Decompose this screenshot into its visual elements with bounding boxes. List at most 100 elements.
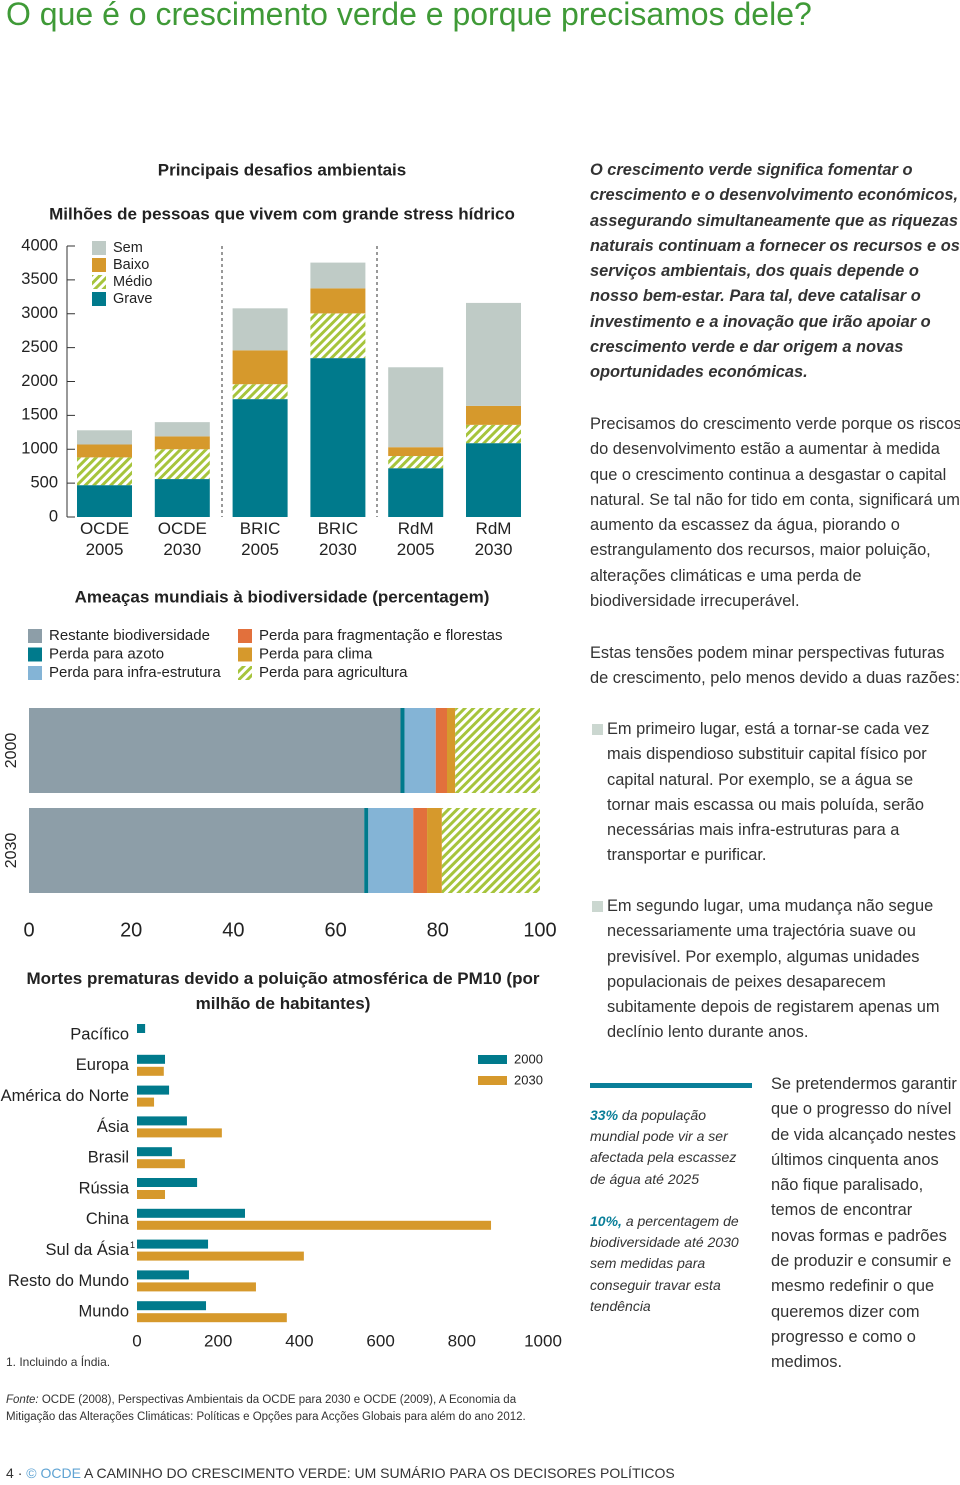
callout: 10%, a percentagem de biodiversidade até… [590, 1211, 755, 1317]
legend-label: 2030 [514, 1072, 543, 1087]
x-tick-label: 0 [23, 919, 34, 941]
bar-segment [232, 399, 288, 517]
legend-label: 2000 [514, 1051, 543, 1066]
bar-segment [388, 468, 444, 517]
bar [137, 1097, 155, 1107]
legend-swatch [28, 666, 42, 680]
bar [137, 1066, 164, 1076]
bar-segment [404, 708, 436, 793]
callout-figure: 33% [590, 1107, 619, 1123]
y-tick-label: Rússia [79, 1179, 130, 1197]
bar-segment [388, 456, 444, 469]
bar-segment [466, 405, 521, 425]
separator: · [17, 1465, 23, 1481]
bar-segment [154, 422, 210, 437]
bar-segment [77, 444, 132, 458]
footnote: 1. Incluindo a Índia. [6, 1355, 111, 1369]
bar-segment [154, 479, 210, 517]
rule [590, 1083, 752, 1088]
bar-segment [77, 485, 132, 517]
y-tick-label: 2030 [3, 833, 20, 869]
x-tick-label: OCDE 2005 [79, 519, 130, 559]
bar-segment [413, 808, 428, 893]
page-number: 4 [6, 1465, 14, 1481]
x-tick-label: 80 [427, 919, 449, 941]
bar [137, 1024, 146, 1033]
bar [137, 1085, 170, 1095]
bar-segment [232, 350, 288, 385]
y-tick-label: América do Norte [1, 1087, 129, 1105]
legend-swatch [92, 258, 106, 272]
legend-swatch [238, 629, 252, 643]
legend-label: Perda para azoto [49, 645, 164, 662]
y-tick-label: Brasil [88, 1149, 129, 1167]
bar-segment [310, 262, 366, 289]
y-tick-label: 4000 [21, 236, 58, 254]
source: Fonte: OCDE (2008), Perspectivas Ambient… [6, 1392, 531, 1426]
chart-title: Mortes prematuras devido a poluição atmo… [26, 969, 540, 1013]
y-tick-label: 1500 [21, 406, 58, 424]
intro: O crescimento verde significa fomentar o… [590, 161, 960, 382]
x-tick-label: RdM 2005 [396, 519, 435, 559]
x-tick-label: 200 [204, 1331, 232, 1350]
bar-segment [466, 424, 521, 444]
x-tick-label: 20 [120, 919, 142, 941]
bar [137, 1313, 287, 1323]
x-tick-label: BRIC 2005 [239, 519, 281, 559]
y-tick-label: 500 [30, 473, 58, 491]
footer-title: A CAMINHO DO CRESCIMENTO VERDE: UM SUMÁR… [84, 1465, 675, 1481]
legend-label: Baixo [113, 257, 149, 273]
bar-segment [154, 436, 210, 450]
bar-segment [232, 384, 288, 400]
bar-segment [310, 358, 366, 517]
bar-segment [77, 457, 132, 486]
y-tick-label: Ásia [97, 1117, 130, 1136]
x-tick-label: 400 [285, 1331, 313, 1350]
source-text: OCDE (2008), Perspectivas Ambientais da … [6, 1394, 526, 1423]
legend-swatch [238, 647, 252, 662]
bar [137, 1282, 256, 1292]
y-tick-label: Mundo [79, 1303, 129, 1321]
legend-swatch [28, 647, 42, 662]
bar-segment [154, 449, 210, 480]
bar [137, 1190, 166, 1199]
x-tick-label: BRIC 2030 [317, 519, 359, 559]
legend-swatch [92, 275, 106, 289]
x-tick-label: RdM 2030 [474, 519, 513, 559]
x-tick-label: OCDE 2030 [157, 519, 207, 559]
legend-label: Perda para agricultura [259, 664, 408, 681]
paragraph: Estas tensões podem minar perspectivas f… [590, 644, 960, 688]
legend-swatch [478, 1076, 507, 1085]
legend-label: Grave [113, 291, 153, 307]
y-tick-label: 2000 [3, 733, 20, 769]
bar-segment [455, 708, 540, 793]
bar-segment [400, 708, 405, 793]
y-tick-label: 2000 [21, 372, 58, 390]
bar-segment [435, 708, 447, 793]
y-tick-label: Pacífico [70, 1025, 129, 1043]
footer: 4 · © OCDE A CAMINHO DO CRESCIMENTO VERD… [6, 1465, 675, 1481]
y-tick-label: 3000 [21, 304, 58, 322]
bar [137, 1220, 492, 1230]
legend-label: Perda para fragmentação e florestas [259, 627, 502, 644]
bar [137, 1116, 187, 1126]
bar-segment [310, 288, 366, 314]
bar-segment [441, 808, 540, 893]
bar-segment [310, 313, 366, 359]
y-tick-label: 0 [49, 507, 58, 525]
bar [137, 1301, 207, 1311]
callout-text: a percentagem de biodiversidade até 2030… [590, 1213, 739, 1314]
bullet-text: Em segundo lugar, uma mudança não segue … [607, 897, 940, 1042]
chart-subtitle: Milhões de pessoas que vivem com grande … [49, 204, 515, 223]
legend-label: Perda para infra-estrutura [49, 664, 221, 681]
bullet-marker [592, 724, 603, 735]
legend-label: Médio [113, 274, 153, 290]
bar-segment [232, 308, 288, 351]
bar [137, 1054, 166, 1064]
chart-title: Principais desafios ambientais [158, 160, 406, 179]
bar-segment [427, 808, 442, 893]
bar [137, 1208, 245, 1218]
x-tick-label: 0 [132, 1331, 141, 1350]
legend-swatch [238, 666, 252, 680]
